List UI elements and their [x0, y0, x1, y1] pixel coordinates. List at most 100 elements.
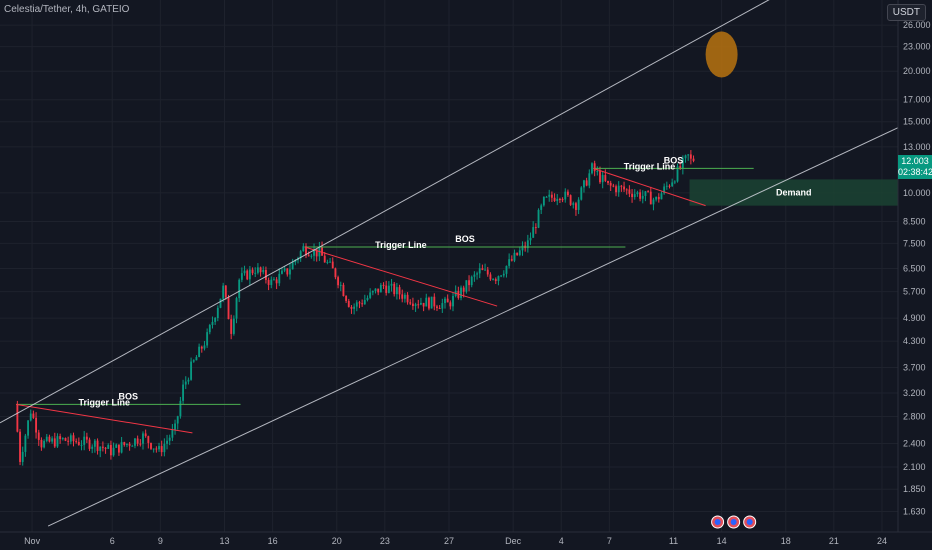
demand-zone	[689, 179, 898, 206]
price-tick-label: 23.000	[903, 42, 931, 52]
candle-body	[444, 298, 446, 304]
candle-body	[152, 448, 155, 450]
candle-body	[144, 433, 147, 437]
candle-body	[126, 443, 128, 445]
price-tick-label: 17.000	[903, 95, 931, 105]
candle-body	[313, 249, 315, 256]
candle-body	[27, 420, 29, 436]
candle-body	[417, 304, 420, 306]
bos-label: BOS	[664, 155, 684, 165]
candle-body	[168, 437, 171, 441]
candle-body	[109, 444, 112, 456]
candle-body	[305, 246, 307, 256]
last-price-tag: 12.003 02:38:42	[898, 155, 932, 179]
candle-body	[566, 191, 569, 196]
candle-body	[436, 306, 438, 309]
currency-button[interactable]: USDT	[886, 4, 926, 21]
candle-body	[214, 317, 217, 322]
candle-body	[155, 448, 158, 450]
candle-body	[88, 439, 91, 449]
candle-body	[379, 284, 382, 293]
price-tick-label: 2.400	[903, 439, 926, 449]
candle-body	[516, 252, 519, 256]
candle-body	[275, 279, 278, 284]
time-tick-label: 20	[332, 536, 342, 546]
candle-body	[77, 442, 80, 445]
last-price-value: 12.003	[901, 156, 929, 166]
candle-body	[385, 285, 388, 293]
price-tick-label: 6.500	[903, 264, 926, 274]
candle-body	[131, 445, 134, 447]
price-axis-panel[interactable]	[898, 0, 932, 532]
candle-body	[350, 306, 353, 309]
candle-body	[395, 287, 398, 295]
candle-body	[240, 273, 243, 280]
candle-body	[540, 205, 543, 210]
candle-body	[462, 287, 465, 292]
candle-body	[529, 237, 532, 241]
candle-body	[21, 451, 24, 462]
event-marker-icon[interactable]	[743, 515, 757, 529]
candle-body	[441, 303, 444, 309]
candle-body	[96, 440, 99, 451]
candle-body	[486, 269, 489, 275]
candle-body	[83, 436, 86, 445]
candle-body	[40, 439, 43, 448]
candle-body	[636, 192, 639, 195]
candle-body	[465, 280, 468, 292]
candle-body	[289, 269, 291, 275]
candle-body	[219, 298, 222, 308]
time-tick-label: Dec	[505, 536, 522, 546]
candle-body	[414, 304, 417, 307]
event-markers[interactable]	[711, 515, 757, 529]
candle-body	[548, 194, 551, 197]
channel-line	[47, 127, 899, 527]
candle-body	[150, 442, 152, 449]
time-tick-label: 14	[717, 536, 727, 546]
candle-body	[347, 300, 350, 307]
event-marker-icon[interactable]	[711, 515, 725, 529]
candle-body	[115, 444, 118, 448]
candle-body	[510, 259, 513, 261]
candle-body	[633, 194, 636, 198]
price-tick-label: 26.000	[903, 20, 931, 30]
time-tick-label: 24	[877, 536, 887, 546]
trigger-line	[15, 403, 193, 434]
candle-body	[283, 268, 286, 271]
candle-body	[526, 240, 529, 249]
candle-body	[24, 435, 27, 452]
price-tick-label: 1.850	[903, 484, 926, 494]
candle-body	[334, 268, 337, 278]
candle-body	[689, 154, 692, 159]
candle-body	[505, 265, 508, 274]
time-axis-panel[interactable]	[0, 532, 932, 550]
candle-body	[575, 203, 577, 210]
event-marker-icon[interactable]	[727, 515, 741, 529]
price-tick-label: 13.000	[903, 142, 931, 152]
candle-body	[649, 191, 652, 205]
candle-body	[358, 302, 361, 304]
candle-body	[192, 360, 195, 362]
candle-body	[174, 423, 176, 430]
candle-body	[601, 174, 604, 183]
candle-body	[310, 255, 313, 257]
candle-body	[409, 302, 412, 304]
candle-body	[668, 185, 671, 187]
candle-body	[166, 440, 168, 444]
candle-body	[422, 302, 425, 307]
candle-body	[500, 275, 503, 277]
candle-body	[556, 198, 559, 201]
candle-body	[69, 435, 72, 442]
price-tick-label: 20.000	[903, 66, 931, 76]
candle-body	[361, 303, 364, 305]
candle-body	[48, 436, 51, 442]
candle-body	[403, 294, 406, 299]
candle-body	[51, 438, 54, 442]
candle-body	[561, 199, 564, 201]
target-circle	[705, 31, 738, 78]
candle-body	[53, 438, 56, 447]
candle-body	[406, 294, 409, 303]
